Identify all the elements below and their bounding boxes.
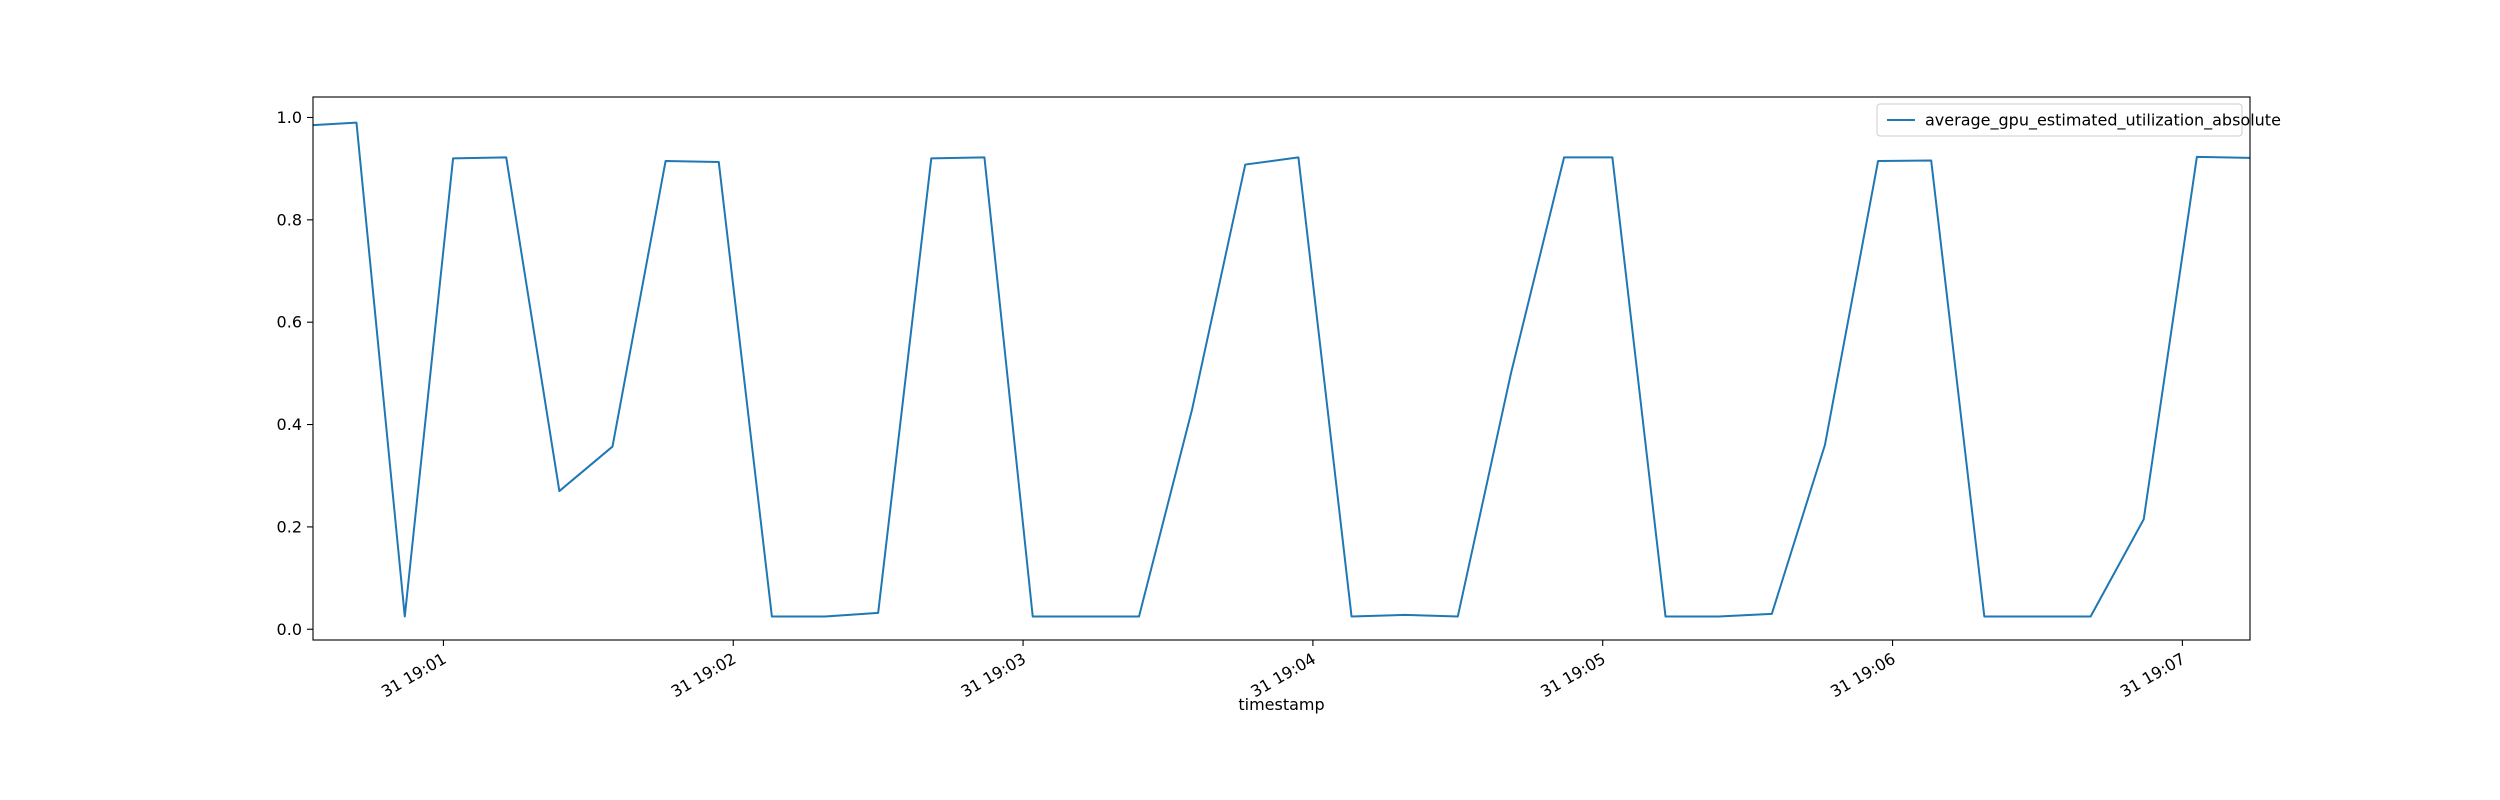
legend-box: [1876, 103, 2243, 137]
legend-label: average_gpu_estimated_utilization_absolu…: [1925, 111, 2281, 131]
series-line-0: [312, 121, 2251, 618]
y-tick-label: 0.4: [277, 415, 302, 434]
x-tick-label: 31 19:01: [378, 649, 449, 701]
x-tick-label: 31 19:03: [958, 649, 1029, 701]
x-tick-label: 31 19:02: [668, 649, 739, 701]
y-tick-label: 0.2: [277, 517, 302, 536]
y-tick-label: 1.0: [277, 108, 302, 127]
y-tick-label: 0.6: [277, 313, 302, 332]
plot-frame: [312, 96, 2251, 641]
x-tick-label: 31 19:07: [2117, 649, 2188, 701]
x-axis: 31 19:01 31 19:02 31 19:03 31 19:04 31 19:05…: [378, 640, 2188, 701]
legend: average_gpu_estimated_utilization_absolu…: [1876, 103, 2281, 137]
x-tick-label: 31 19:06: [1827, 649, 1898, 701]
x-tick-label: 31 19:04: [1247, 649, 1318, 701]
y-axis: 0.0 0.2 0.4 0.6 0.8 1.0: [277, 108, 313, 639]
x-axis-title: timestamp: [1238, 695, 1324, 714]
y-tick-label: 0.8: [277, 210, 302, 229]
x-tick-label: 31 19:05: [1537, 649, 1608, 701]
y-tick-label: 0.0: [277, 620, 302, 639]
plot-area: [312, 121, 2251, 618]
